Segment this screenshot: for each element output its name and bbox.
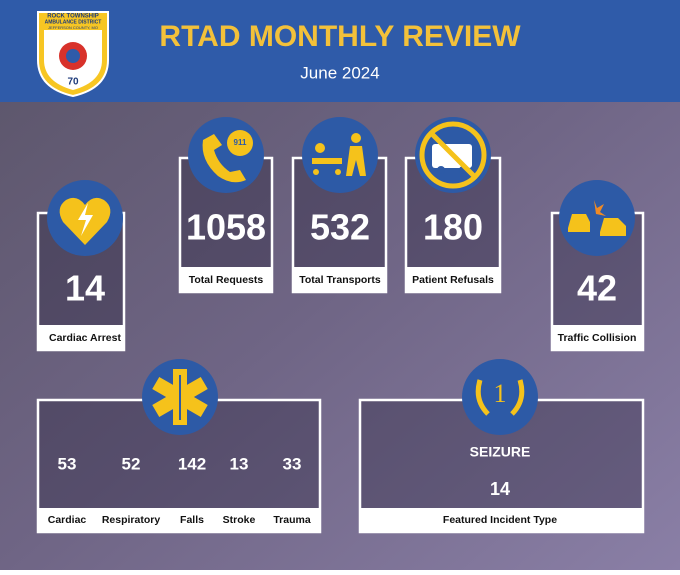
- card-label: Total Requests: [189, 274, 264, 286]
- header-band: [0, 0, 680, 102]
- logo-subname: AMBULANCE DISTRICT: [45, 19, 102, 25]
- breakdown-card: 53 Cardiac 52 Respiratory 142 Falls 13 Stroke 33…: [36, 359, 322, 534]
- card-label: Patient Refusals: [412, 274, 494, 286]
- svg-text:911: 911: [234, 138, 247, 147]
- card-label: Cardiac Arrest: [49, 332, 121, 344]
- breakdown-label: Trauma: [273, 514, 311, 526]
- stat-card: 180 Patient Refusals: [404, 117, 502, 294]
- logo-years: 70: [67, 77, 79, 88]
- stat-card: 911 1058 Total Requests: [178, 117, 274, 294]
- breakdown-label: Cardiac: [48, 514, 87, 526]
- breakdown-label: Stroke: [223, 514, 256, 526]
- card-value: 14: [65, 268, 105, 309]
- breakdown-value: 13: [230, 454, 249, 473]
- featured-label: Featured Incident Type: [443, 514, 557, 526]
- logo-county: JEFFERSON COUNTY, MO: [48, 25, 98, 30]
- title: RTAD MONTHLY REVIEW: [159, 20, 521, 53]
- card-label: Total Transports: [299, 274, 381, 286]
- featured-card: 1 SEIZURE 14 Featured Incident Type: [358, 359, 645, 534]
- breakdown-value: 33: [283, 454, 302, 473]
- stat-card: 532 Total Transports: [291, 117, 388, 294]
- subtitle: June 2024: [300, 63, 379, 82]
- breakdown-value: 142: [178, 454, 206, 473]
- breakdown-value: 52: [122, 454, 141, 473]
- logo-name: ROCK TOWNSHIP: [47, 14, 99, 20]
- logo: ROCK TOWNSHIP AMBULANCE DISTRICT JEFFERS…: [37, 11, 109, 98]
- featured-icon-text: 1: [494, 379, 507, 408]
- card-value: 42: [577, 268, 617, 309]
- featured-name: SEIZURE: [470, 444, 531, 460]
- card-value: 1058: [186, 207, 266, 248]
- stat-card: 14 Cardiac Arrest: [36, 180, 126, 352]
- breakdown-label: Respiratory: [102, 514, 161, 526]
- card-label: Traffic Collision: [558, 332, 637, 344]
- breakdown-value: 53: [58, 454, 77, 473]
- breakdown-label: Falls: [180, 514, 204, 526]
- featured-value: 14: [490, 479, 510, 499]
- card-value: 532: [310, 207, 370, 248]
- stat-card: 42 Traffic Collision: [550, 180, 645, 352]
- card-value: 180: [423, 207, 483, 248]
